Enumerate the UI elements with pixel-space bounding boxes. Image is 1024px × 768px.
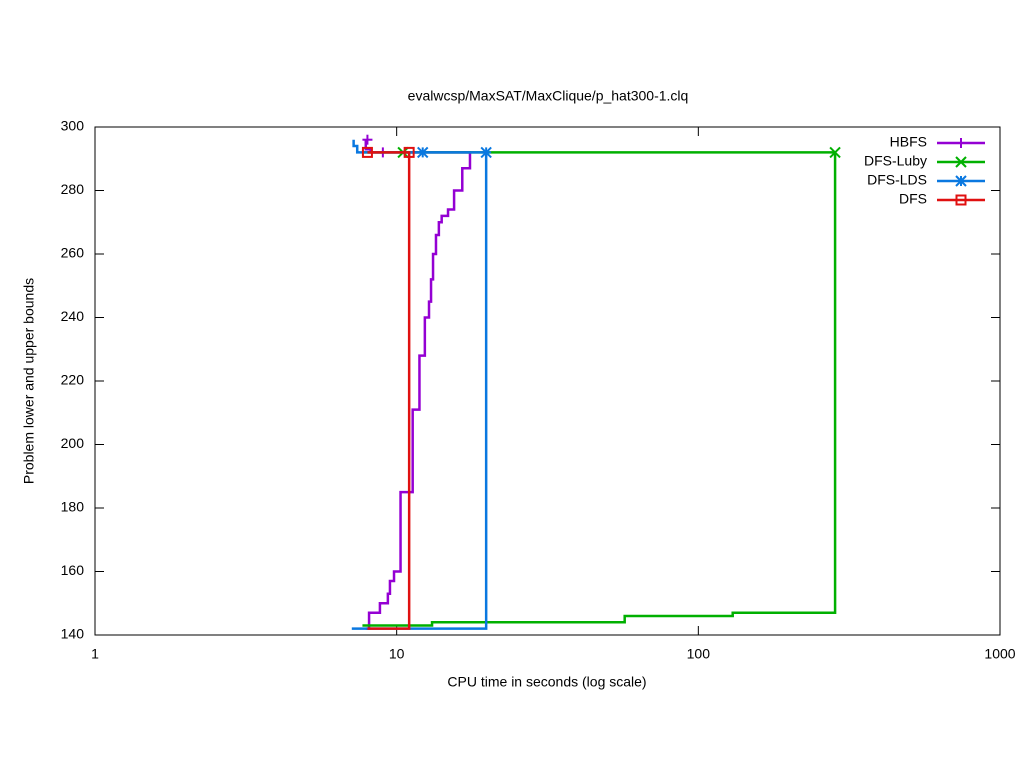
- marker-stroke: [955, 156, 967, 168]
- marker-square: [361, 146, 373, 158]
- marker-stroke: [829, 146, 841, 159]
- marker: [955, 194, 967, 206]
- marker: [403, 146, 415, 158]
- series-line: [364, 139, 472, 630]
- y-tick-label: 140: [61, 626, 85, 642]
- legend-label: DFS: [899, 191, 927, 207]
- y-tick-label: 180: [61, 499, 85, 515]
- marker: [829, 146, 841, 159]
- y-tick-label: 280: [61, 181, 85, 197]
- marker-stroke: [417, 146, 429, 159]
- marker: [955, 175, 967, 187]
- plot-frame: [94, 126, 1001, 636]
- series-line: [367, 151, 411, 630]
- y-tick-label: 240: [61, 308, 85, 324]
- series-line: [362, 151, 837, 627]
- y-tick-label: 300: [61, 118, 85, 134]
- x-tick-label: 10: [389, 646, 405, 662]
- legend-label: HBFS: [890, 134, 927, 150]
- marker: [361, 146, 373, 158]
- marker: [955, 156, 967, 168]
- marker: [480, 146, 492, 159]
- y-tick-label: 160: [61, 562, 85, 578]
- marker: [417, 146, 429, 159]
- x-tick-label: 1000: [984, 646, 1015, 662]
- marker: [362, 134, 373, 145]
- legend-label: DFS-LDS: [867, 172, 927, 188]
- x-axis-label: CPU time in seconds (log scale): [447, 674, 646, 690]
- marker-stroke: [480, 146, 492, 159]
- marker: [956, 138, 966, 148]
- x-tick-label: 1: [91, 646, 99, 662]
- y-tick-label: 260: [61, 245, 85, 261]
- marker-stroke: [955, 175, 967, 187]
- marker-square: [403, 146, 415, 158]
- series-line: [351, 139, 488, 630]
- y-axis-label: Problem lower and upper bounds: [21, 278, 37, 484]
- x-tick-label: 100: [687, 646, 711, 662]
- y-tick-label: 220: [61, 372, 85, 388]
- y-tick-label: 200: [61, 435, 85, 451]
- legend-label: DFS-Luby: [864, 153, 927, 169]
- chart-title: evalwcsp/MaxSAT/MaxClique/p_hat300-1.clq: [408, 88, 689, 104]
- marker-square: [955, 194, 967, 206]
